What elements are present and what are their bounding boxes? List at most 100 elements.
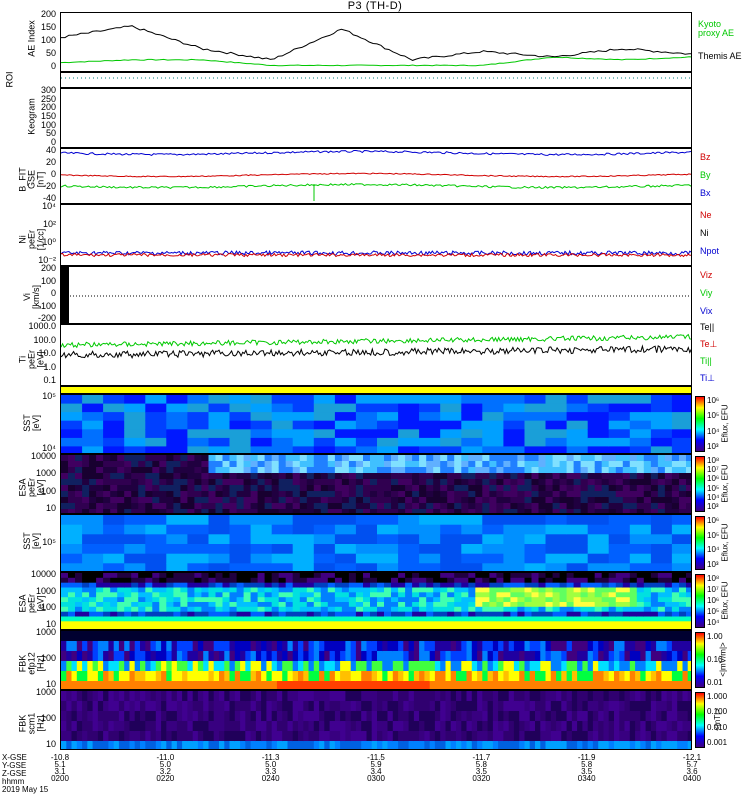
ytick-label: 10000 (30, 569, 56, 579)
legend-temperature-3: Ti⊥ (700, 373, 716, 383)
x-tick-x: -11.9 (577, 753, 596, 762)
ne-line (61, 252, 691, 258)
ytick-label: 0.1 (43, 375, 56, 385)
colorbar-tick: 10⁶ (707, 396, 720, 405)
colorbar-label: Eflux, EFU (720, 581, 730, 620)
x-row-label-xgse: X-GSE (2, 753, 27, 762)
ytick-label: 40 (45, 145, 56, 155)
colorbar-label: <|mV/m|> (718, 642, 728, 677)
ytick-label: 50 (45, 128, 56, 139)
ytick-label: 100 (40, 119, 56, 130)
x-tick-x: -11.7 (472, 753, 491, 762)
colorbar-esa_e (695, 456, 705, 512)
x-tick-z: 3.1 (54, 767, 66, 776)
colorbar-tick: 10⁵ (707, 483, 720, 493)
legend-velocity-1: Viy (700, 288, 713, 298)
esa-ion-spectrogram (60, 572, 692, 630)
legend-temperature-0: Te|| (700, 322, 715, 332)
ytick-label: 250 (40, 93, 56, 104)
ytick-label: 10 (45, 619, 56, 629)
x-tick-t: 0200 (51, 774, 69, 783)
ytick-label: 100 (40, 602, 56, 613)
ytick-label: 50 (45, 48, 56, 58)
legend-temperature-2: Ti|| (700, 356, 712, 366)
ytick-label: 10⁵ (42, 537, 56, 547)
roi-ylabel: ROI (4, 71, 15, 88)
x-tick-y: 5.8 (475, 760, 487, 769)
ytick-label: 10 (45, 503, 56, 513)
colorbar-label: Eflux, EFU (720, 404, 730, 443)
ytick-label: 0 (50, 61, 56, 71)
ytick-label: 100.0 (33, 334, 56, 345)
ytick-label: 10⁰ (42, 237, 56, 247)
colorbar-tick: 10³ (707, 442, 719, 451)
ytick-label: -200 (37, 313, 56, 323)
by-line (61, 182, 691, 189)
plot-title: P3 (TH-D) (347, 0, 403, 12)
x-tick-z: 3.2 (159, 767, 171, 776)
legend-bfield-1: By (700, 170, 711, 180)
ytick-label: 150 (40, 22, 56, 32)
sst-e-cells (61, 395, 691, 453)
density-plot (61, 249, 691, 258)
x-tick-z: 3.5 (581, 767, 593, 776)
ytick-label: 10 (45, 739, 56, 749)
colorbar-tick: 10³ (707, 502, 719, 511)
x-tick-y: 5.9 (370, 760, 382, 769)
ytick-label: 200 (40, 263, 56, 273)
colorbar-sst_i (695, 516, 705, 570)
colorbar-tick: 1.000 (707, 692, 728, 701)
colorbar-tick: 10⁴ (707, 426, 720, 436)
x-tick-y: 5.7 (686, 760, 698, 769)
fbk-b-cells (61, 691, 691, 749)
colorbar-label: Eflux, EFU (720, 523, 730, 562)
ytick-label: 1000 (35, 627, 56, 637)
x-tick-y: 5.0 (265, 760, 277, 769)
colorbar-tick: 10⁵ (707, 607, 720, 616)
colorbar-fbk_b (695, 692, 705, 748)
x-row-label-time: hhmm (2, 777, 25, 786)
flag-strip (60, 386, 692, 394)
ytick-label: 1.0 (43, 361, 56, 372)
colorbar-tick: 10⁵ (707, 411, 720, 421)
legend-bfield-0: Bz (700, 152, 711, 162)
colorbar-tick: 10⁶ (707, 516, 720, 525)
ytick-label: -20 (42, 181, 56, 191)
colorbar-tick: 10⁵ (707, 530, 720, 540)
ae-index-plot (61, 25, 691, 67)
ytick-label: 1000.0 (28, 321, 56, 331)
colorbar-tick: 0.10 (707, 655, 723, 664)
colorbar-tick: 10⁶ (707, 474, 720, 484)
colorbar-tick: 1.00 (707, 632, 723, 641)
ytick-label: 0 (50, 288, 56, 298)
colorbar-label: <|nT|> (712, 708, 722, 731)
x-tick-y: 5.0 (159, 760, 171, 769)
density-panel (60, 204, 692, 266)
themis-ae-line (61, 25, 691, 61)
x-tick-t: 0400 (683, 774, 701, 783)
x-tick-x: -11.0 (156, 753, 175, 762)
legend-density-0: Ne (700, 210, 712, 220)
x-tick-z: 3.4 (370, 767, 382, 776)
ytick-label: 10 (45, 679, 56, 689)
colorbar-sst_e (695, 396, 705, 452)
fbk-e-cells (61, 631, 691, 689)
x-tick-t: 0300 (367, 774, 385, 783)
ytick-label: 10.0 (38, 348, 56, 358)
x-tick-column: -11.5 5.9 3.4 0300 (356, 754, 396, 783)
kyoto-ae-line (61, 56, 691, 67)
fbk-bfield-spectrogram (60, 690, 692, 750)
ytick-label: 200 (40, 102, 56, 113)
roi-panel (60, 72, 692, 88)
velocity-plot (61, 267, 691, 323)
bfield-panel (60, 148, 692, 204)
x-tick-x: -12.1 (682, 753, 702, 762)
x-tick-column: -11.0 5.0 3.2 0220 (145, 753, 185, 783)
colorbar-tick: 10³ (707, 560, 719, 569)
x-row-label-ygse: Y-GSE (2, 761, 27, 770)
colorbar-tick: 10⁸ (707, 456, 720, 465)
fbk-efield-spectrogram (60, 630, 692, 690)
bx-line (61, 149, 691, 156)
keogram-panel (60, 88, 692, 148)
sst-ion-spectrogram (60, 514, 692, 572)
